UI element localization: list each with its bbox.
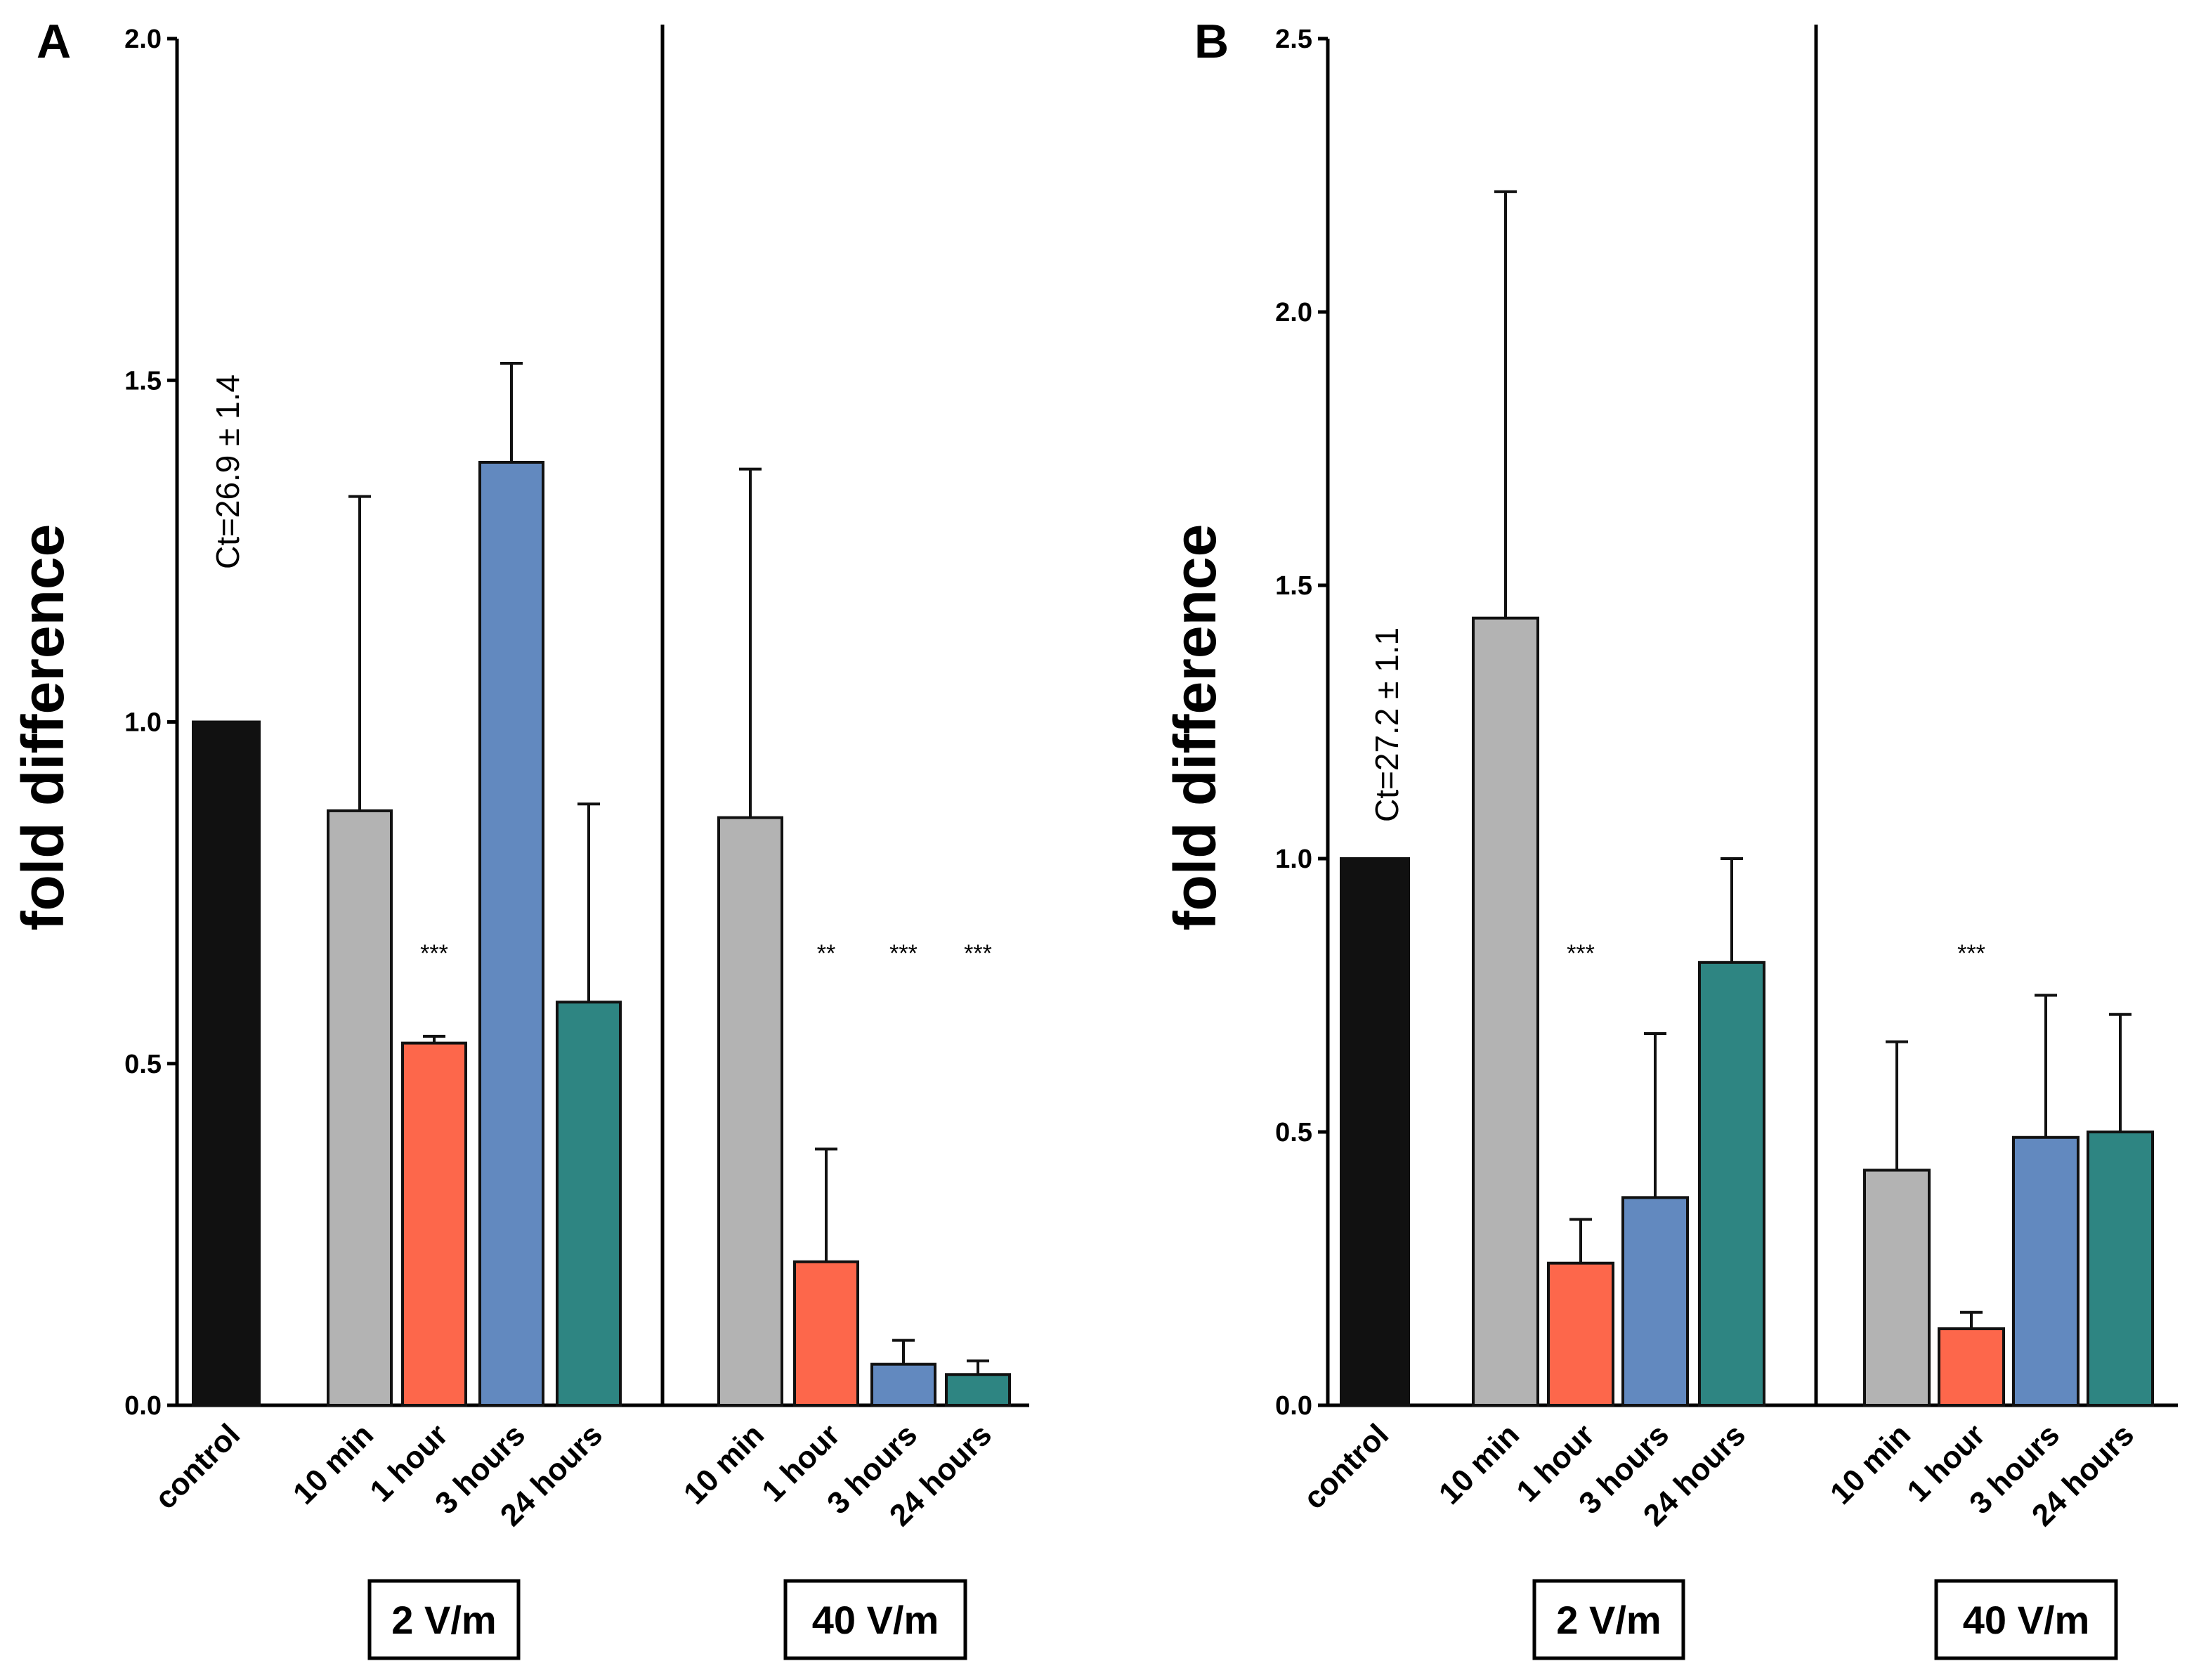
y-tick-label-b: 0.5 — [1275, 1118, 1312, 1147]
group-box-a-2vm — [367, 1579, 521, 1660]
bar-a-4 — [556, 1001, 622, 1407]
y-tick-label-b: 1.5 — [1275, 571, 1312, 601]
group-label-b-40vm: 40 V/m — [1963, 1598, 2090, 1642]
group-box-b-2vm — [1532, 1579, 1685, 1660]
y-tick-label-b: 2.0 — [1275, 298, 1312, 327]
bar-b-0 — [1340, 857, 1410, 1407]
bar-a-6 — [793, 1260, 859, 1407]
group-box-b-40vm — [1934, 1579, 2118, 1660]
y-tick-label-a: 2.0 — [124, 25, 162, 54]
bar-b-6 — [1938, 1327, 2005, 1407]
bar-a-7 — [870, 1362, 936, 1407]
y-tick-label-a: 0.0 — [124, 1391, 162, 1421]
significance-marker-a-7: *** — [889, 940, 918, 967]
y-tick-label-b: 2.5 — [1275, 25, 1312, 54]
significance-marker-a-8: *** — [964, 940, 992, 967]
bar-a-8 — [945, 1373, 1011, 1407]
significance-marker-a-2: *** — [420, 940, 448, 967]
y-tick-label-a: 1.5 — [124, 366, 162, 396]
group-box-a-40vm — [783, 1579, 967, 1660]
bar-a-5 — [717, 816, 783, 1407]
y-axis-label-b: fold difference — [1162, 524, 1228, 931]
bar-b-7 — [2012, 1135, 2080, 1407]
panel-letter-b: B — [1194, 15, 1229, 68]
bar-b-5 — [1863, 1168, 1931, 1407]
significance-marker-b-6: *** — [1957, 940, 1985, 967]
y-tick-label-b: 1.0 — [1275, 845, 1312, 874]
bar-a-3 — [478, 460, 544, 1407]
group-label-a-2vm: 2 V/m — [391, 1598, 496, 1642]
bar-a-2 — [401, 1041, 467, 1407]
y-tick-label-a: 0.5 — [124, 1050, 162, 1079]
y-tick-label-b: 0.0 — [1275, 1391, 1312, 1421]
bar-b-3 — [1621, 1196, 1689, 1407]
significance-marker-b-2: *** — [1567, 940, 1595, 967]
bar-a-1 — [327, 809, 393, 1407]
panel-letter-a: A — [37, 15, 71, 68]
bar-a-0 — [192, 720, 261, 1407]
group-label-a-40vm: 40 V/m — [812, 1598, 939, 1642]
bar-b-1 — [1472, 616, 1539, 1407]
ct-annotation-b: Ct=27.2 ± 1.1 — [1369, 627, 1405, 822]
y-axis-label-a: fold difference — [10, 524, 76, 931]
significance-marker-a-6: ** — [817, 940, 835, 967]
group-label-b-2vm: 2 V/m — [1556, 1598, 1661, 1642]
y-tick-label-a: 1.0 — [124, 708, 162, 738]
bar-b-2 — [1547, 1261, 1614, 1407]
bar-b-8 — [2087, 1131, 2154, 1407]
ct-annotation-a: Ct=26.9 ± 1.4 — [209, 375, 246, 569]
bar-b-4 — [1698, 961, 1765, 1407]
